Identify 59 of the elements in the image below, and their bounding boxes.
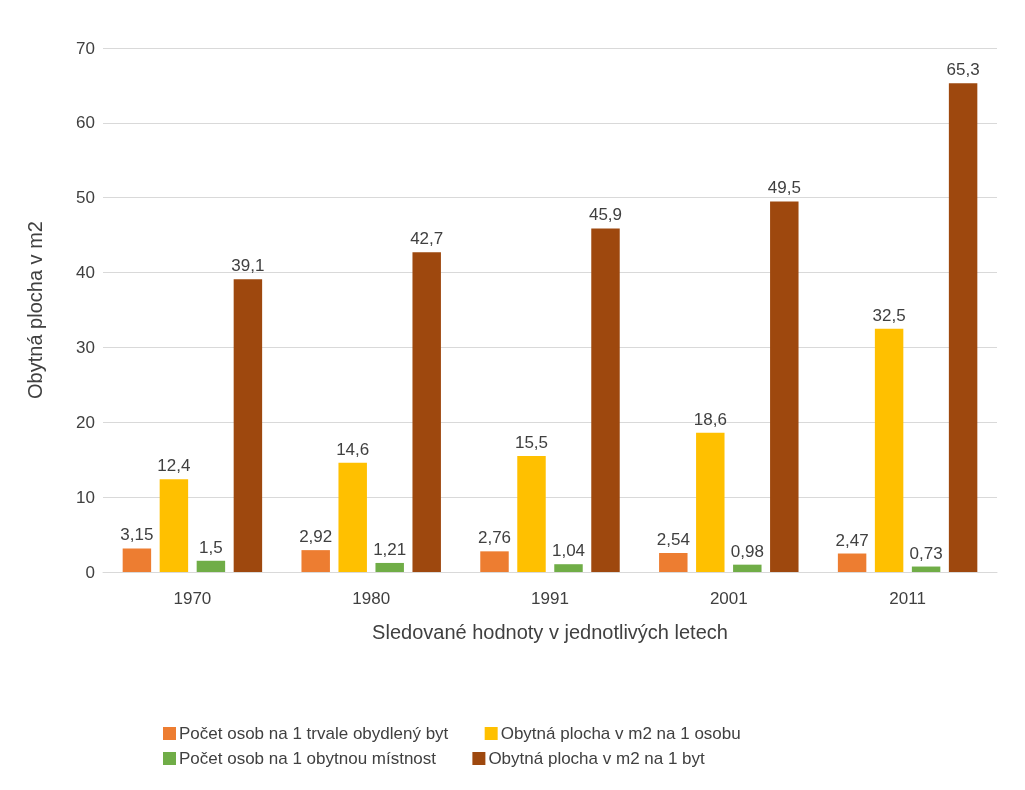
data-label: 1,21 <box>373 539 407 559</box>
data-label: 14,6 <box>336 439 370 459</box>
legend-label: Počet osob na 1 obytnou místnost <box>179 749 465 768</box>
bar <box>233 279 263 572</box>
x-tick-label: 2011 <box>889 589 926 608</box>
bar <box>733 564 762 572</box>
data-label: 12,4 <box>157 456 191 476</box>
bar <box>659 552 688 572</box>
data-label: 0,73 <box>909 543 943 563</box>
y-tick-label: 40 <box>76 263 95 283</box>
y-tick-label: 30 <box>76 337 95 357</box>
data-label: 32,5 <box>872 305 906 325</box>
y-tick-label: 50 <box>76 188 95 208</box>
legend-label: Obytná plocha v m2 na 1 byt <box>488 749 734 768</box>
y-axis-title: Obytná plocha v m2 <box>24 221 46 399</box>
bar <box>837 553 867 572</box>
legend-label: Počet osob na 1 trvale obydlený byt <box>179 724 477 743</box>
data-label: 2,76 <box>477 528 512 548</box>
y-tick-label: 20 <box>76 412 95 432</box>
bar <box>122 548 152 572</box>
x-tick-label: 2001 <box>709 589 748 608</box>
bar <box>480 551 509 572</box>
legend-label: Obytná plocha v m2 na 1 osobu <box>500 724 770 743</box>
x-tick-label: 1980 <box>352 589 391 608</box>
x-tick-label: 1970 <box>173 589 212 608</box>
bar <box>338 462 367 572</box>
data-label: 2,92 <box>299 527 333 547</box>
y-tick-label: 70 <box>76 38 95 58</box>
data-label: 42,7 <box>410 229 444 249</box>
bar <box>517 455 546 572</box>
bar <box>301 550 330 572</box>
x-tick-label: 1991 <box>531 589 569 608</box>
data-label: 2,54 <box>656 529 690 549</box>
bar <box>375 562 404 572</box>
data-label: 65,3 <box>946 60 980 80</box>
data-label: 2,47 <box>835 530 869 550</box>
bar <box>159 479 189 572</box>
data-label: 1,04 <box>551 541 586 561</box>
data-label: 39,1 <box>231 256 265 276</box>
bar <box>770 201 799 572</box>
data-label: 3,15 <box>120 525 154 545</box>
y-tick-label: 0 <box>85 562 95 582</box>
data-label: 45,9 <box>588 205 623 225</box>
x-axis-title: Sledované hodnoty v jednotlivých letech <box>372 621 728 643</box>
data-label: 18,6 <box>693 409 727 429</box>
bar <box>591 228 620 572</box>
bar <box>911 566 941 572</box>
bar <box>196 560 226 572</box>
data-label: 0,98 <box>730 541 764 561</box>
data-label: 15,5 <box>514 432 549 452</box>
y-tick-label: 60 <box>76 113 95 133</box>
bar <box>948 83 978 572</box>
bar <box>696 432 725 572</box>
y-tick-label: 10 <box>76 487 95 507</box>
bar <box>874 328 904 572</box>
bar <box>412 252 441 572</box>
data-label: 1,5 <box>199 537 223 557</box>
bar <box>554 564 583 572</box>
data-label: 49,5 <box>767 178 801 198</box>
